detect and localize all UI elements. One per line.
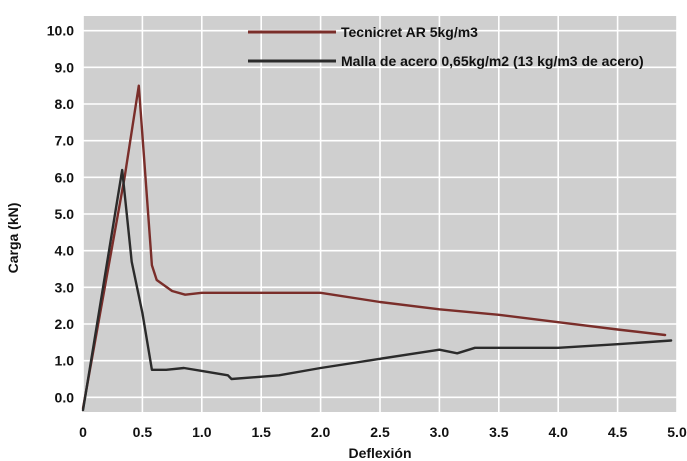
y-tick-label-8: 8.0 xyxy=(55,96,75,112)
x-axis-label: Deflexión xyxy=(348,445,411,461)
y-tick-label-3: 3.0 xyxy=(55,279,75,295)
x-tick-label-7: 3.5 xyxy=(489,424,509,440)
x-tick-label-10: 5.0 xyxy=(667,424,687,440)
grid-lines xyxy=(82,16,678,412)
y-axis-ticks: 0.0 1.0 2.0 3.0 4.0 5.0 6.0 7.0 8.0 9.0 10.0 xyxy=(47,23,74,406)
y-tick-label-5: 5.0 xyxy=(55,206,75,222)
y-tick-label-4: 4.0 xyxy=(55,243,75,259)
x-axis-ticks: 0 0.5 1.0 1.5 2.0 2.5 3.0 3.5 4.0 4.5 5.0 xyxy=(79,424,687,440)
legend-label-malla: Malla de acero 0,65kg/m2 (13 kg/m3 de ac… xyxy=(341,53,644,69)
y-tick-label-2: 2.0 xyxy=(55,316,75,332)
x-tick-label-4: 2.0 xyxy=(311,424,331,440)
y-tick-label-7: 7.0 xyxy=(55,133,75,149)
y-tick-label-0: 0.0 xyxy=(55,389,75,405)
y-tick-label-1: 1.0 xyxy=(55,353,75,369)
series-line-0 xyxy=(81,84,667,410)
x-tick-label-8: 4.0 xyxy=(548,424,568,440)
series-layer xyxy=(81,84,673,412)
y-tick-label-6: 6.0 xyxy=(55,169,75,185)
x-tick-label-3: 1.5 xyxy=(251,424,271,440)
legend: Tecnicret AR 5kg/m3 Malla de acero 0,65k… xyxy=(248,24,644,69)
x-tick-label-6: 3.0 xyxy=(430,424,450,440)
y-tick-label-9: 9.0 xyxy=(55,59,75,75)
legend-label-tecnicret: Tecnicret AR 5kg/m3 xyxy=(341,24,478,40)
y-tick-label-10: 10.0 xyxy=(47,23,74,39)
y-axis-label: Carga (kN) xyxy=(5,203,21,274)
x-tick-label-0: 0 xyxy=(79,424,87,440)
x-tick-label-9: 4.5 xyxy=(608,424,628,440)
series-line-1 xyxy=(81,168,673,412)
x-tick-label-1: 0.5 xyxy=(133,424,153,440)
x-tick-label-2: 1.0 xyxy=(192,424,212,440)
x-tick-label-5: 2.5 xyxy=(370,424,390,440)
